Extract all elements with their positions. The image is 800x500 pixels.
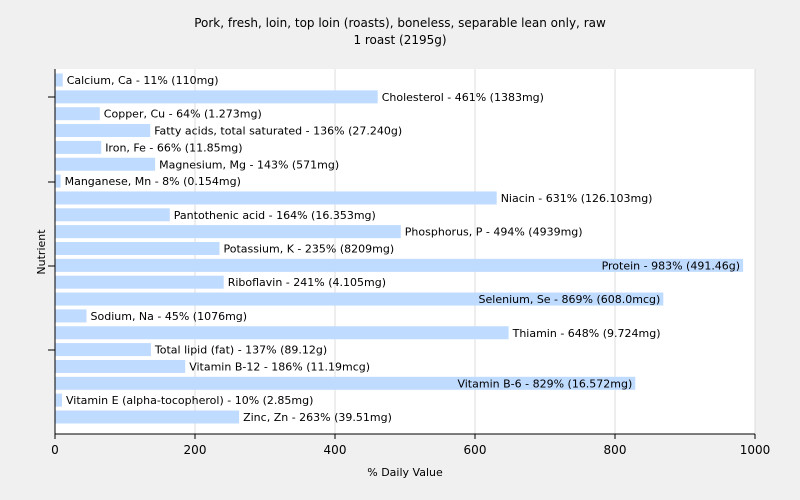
bar (55, 410, 240, 424)
bar (55, 292, 664, 306)
bar-label: Vitamin B-6 - 829% (16.572mg) (457, 377, 632, 390)
bar-label: Fatty acids, total saturated - 136% (27.… (154, 125, 402, 138)
x-tick-label: 1000 (740, 443, 771, 457)
bar-labels: Calcium, Ca - 11% (110mg) Cholesterol - 4… (65, 74, 741, 424)
bar-label: Pantothenic acid - 164% (16.353mg) (174, 209, 376, 222)
bar (55, 124, 151, 138)
x-axis-title: % Daily Value (367, 466, 443, 479)
bar-label: Cholesterol - 461% (1383mg) (382, 91, 544, 104)
chart-title: Pork, fresh, loin, top loin (roasts), bo… (194, 16, 606, 30)
bar-label: Sodium, Na - 45% (1076mg) (91, 310, 248, 323)
x-axis-ticks: 0 200 400 600 800 1000 (51, 434, 770, 457)
bar-label: Vitamin B-12 - 186% (11.19mcg) (189, 360, 370, 373)
bar (55, 376, 636, 390)
bar (55, 242, 220, 255)
y-axis-ticks (48, 96, 55, 351)
bar-label: Copper, Cu - 64% (1.273mg) (104, 108, 262, 121)
bar (55, 174, 61, 188)
bar (55, 393, 62, 407)
bar-label: Magnesium, Mg - 143% (571mg) (159, 158, 339, 171)
bar (55, 275, 224, 289)
bar-label: Protein - 983% (491.46g) (602, 259, 741, 272)
bars (55, 73, 744, 424)
bar (55, 157, 156, 171)
bar (55, 90, 378, 104)
bar (55, 359, 186, 373)
bar-label: Selenium, Se - 869% (608.0mcg) (479, 293, 661, 306)
bar-label: Manganese, Mn - 8% (0.154mg) (65, 175, 241, 188)
x-tick-label: 600 (464, 443, 487, 457)
gridlines (194, 69, 756, 434)
bar-label: Riboflavin - 241% (4.105mg) (228, 276, 386, 289)
bar (55, 258, 744, 272)
bar (55, 140, 102, 154)
x-tick-label: 400 (324, 443, 347, 457)
x-tick-label: 800 (604, 443, 627, 457)
bar (55, 326, 509, 340)
bar-label: Total lipid (fat) - 137% (89.12g) (154, 344, 327, 357)
bar-label: Niacin - 631% (126.103mg) (501, 192, 653, 205)
bar (55, 309, 87, 323)
bar (55, 73, 63, 87)
bar-label: Iron, Fe - 66% (11.85mg) (105, 141, 242, 154)
bar-label: Phosphorus, P - 494% (4939mg) (405, 226, 583, 239)
bar-label: Zinc, Zn - 263% (39.51mg) (243, 411, 392, 424)
bar-label: Calcium, Ca - 11% (110mg) (67, 74, 219, 87)
bar-label: Vitamin E (alpha-tocopherol) - 10% (2.85… (66, 394, 313, 407)
bar-label: Thiamin - 648% (9.724mg) (512, 327, 661, 340)
bar (55, 343, 151, 357)
bar (55, 191, 497, 205)
bar-label: Potassium, K - 235% (8209mg) (224, 243, 395, 256)
bar (55, 107, 100, 121)
chart-subtitle: 1 roast (2195g) (353, 33, 446, 47)
y-axis-title: Nutrient (35, 229, 48, 275)
bar (55, 225, 401, 239)
x-tick-label: 0 (51, 443, 59, 457)
x-tick-label: 200 (184, 443, 207, 457)
bar (55, 208, 170, 222)
